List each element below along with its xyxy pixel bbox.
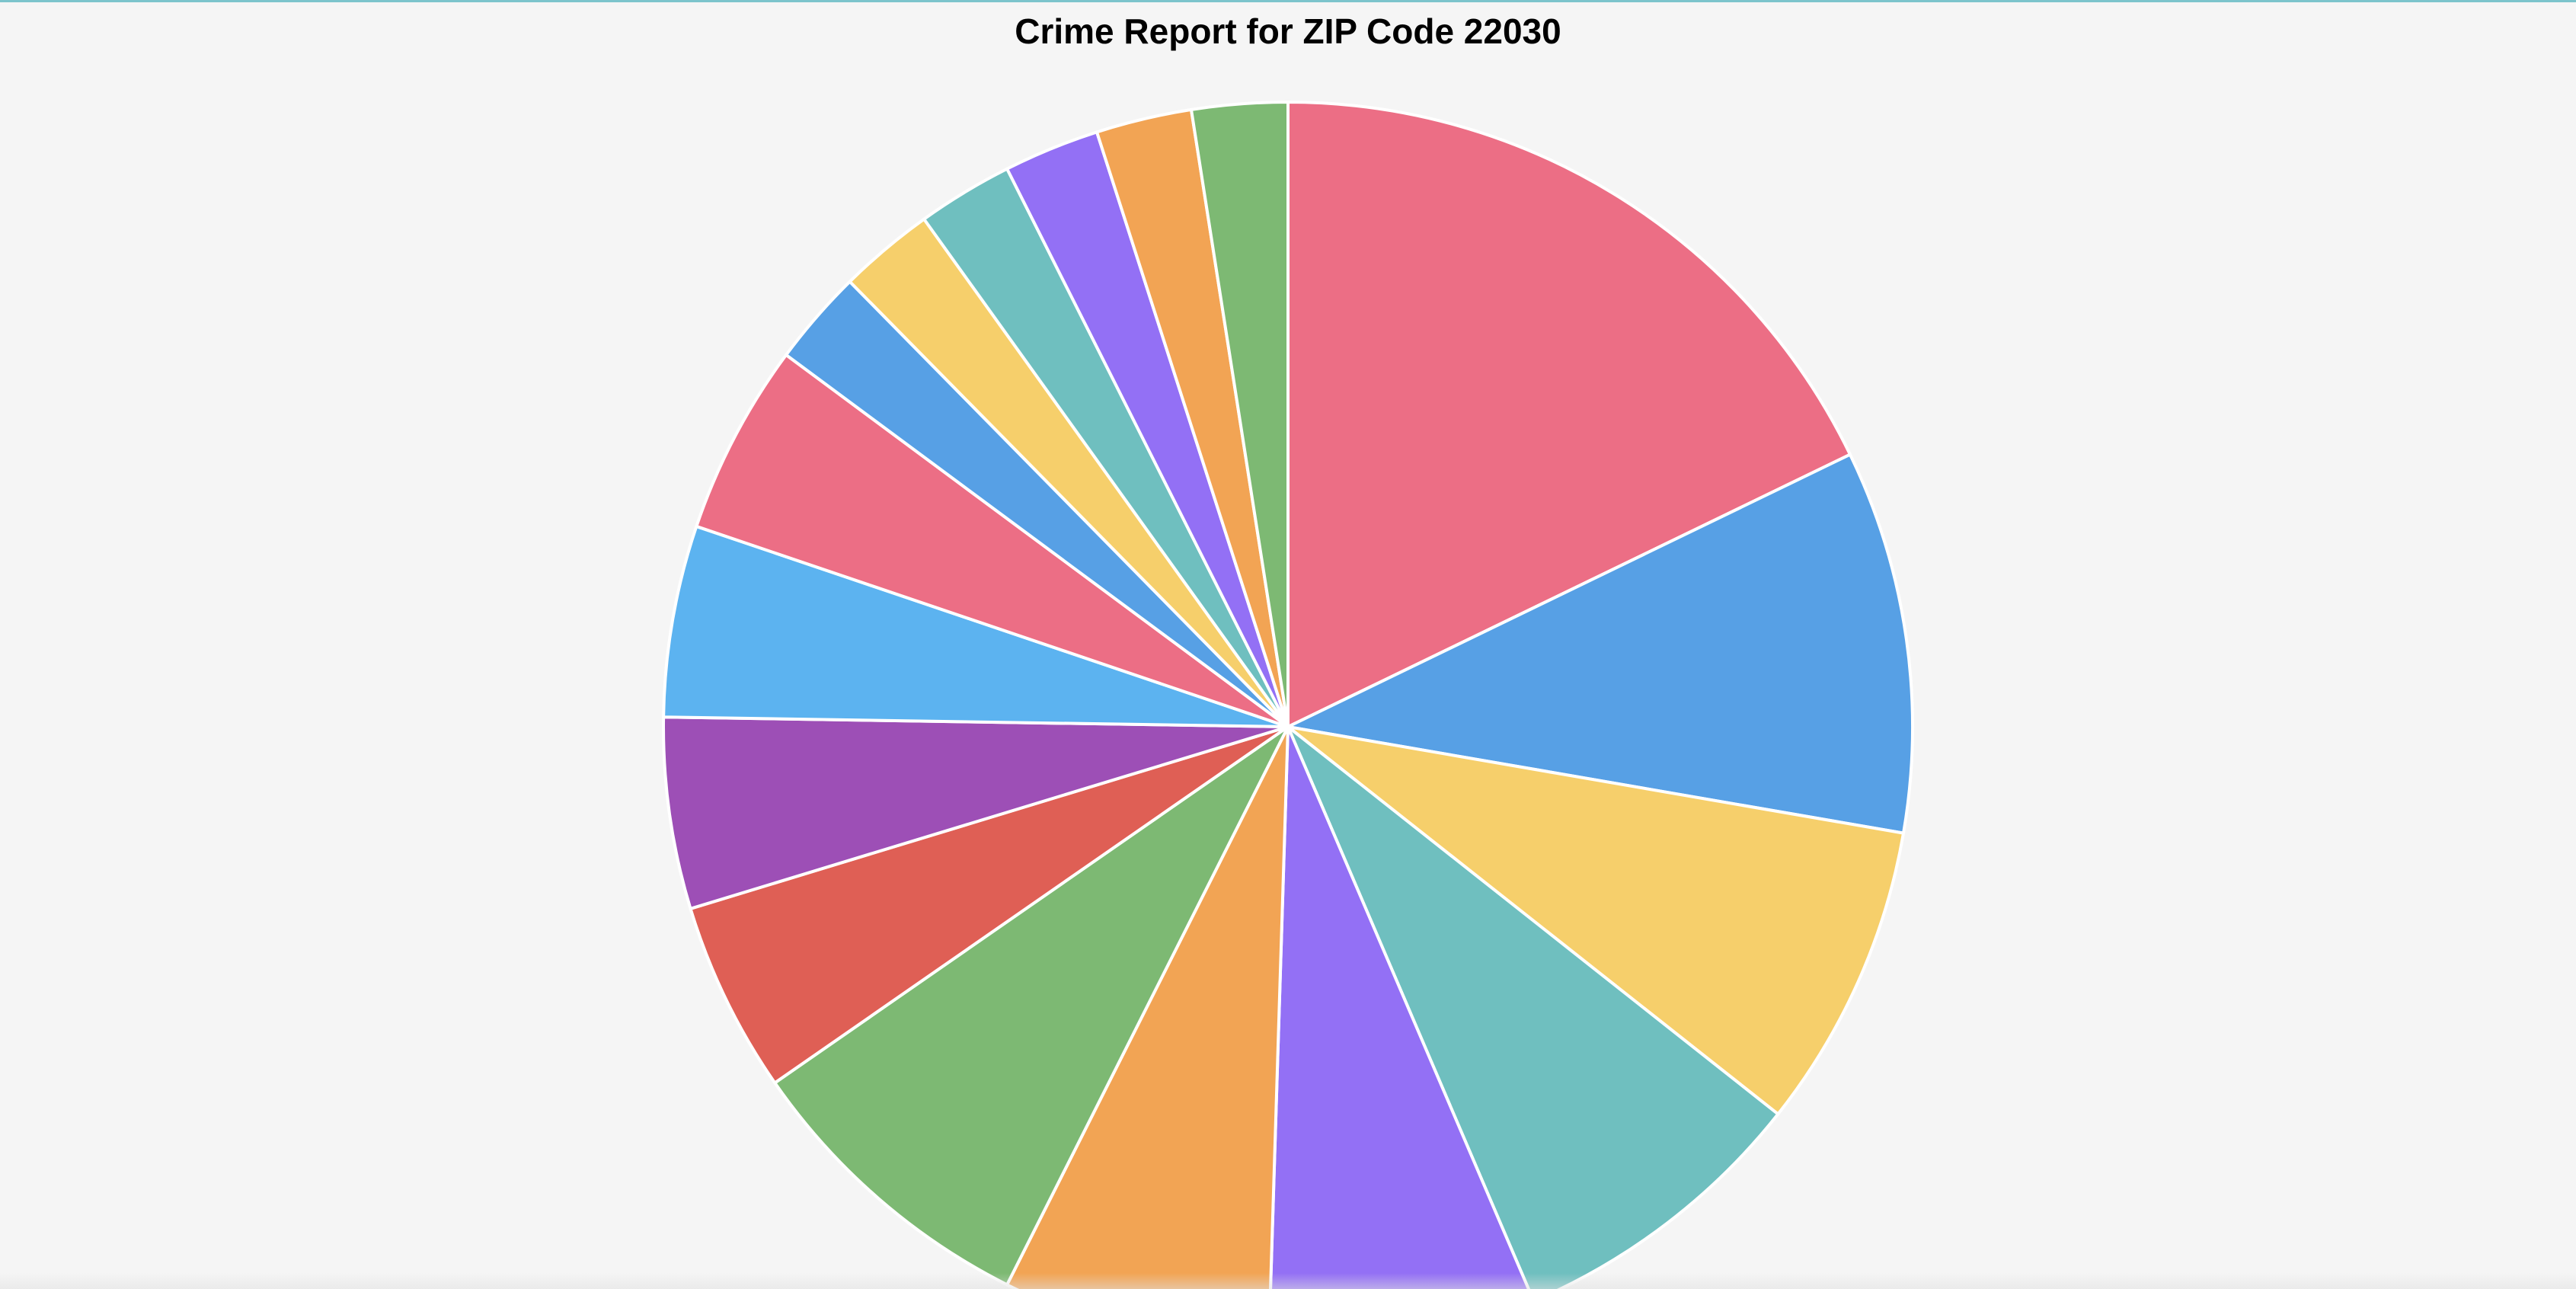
pie-slice-4[interactable]	[1286, 725, 1780, 1289]
pie-slice-10[interactable]	[662, 524, 1290, 728]
chart-title: Crime Report for ZIP Code 22030	[1015, 11, 1561, 51]
pie-slice-8[interactable]	[689, 725, 1290, 1085]
pie-slice-5[interactable]	[1269, 725, 1534, 1289]
pie-slice-7[interactable]	[773, 725, 1290, 1287]
pie-slice-11[interactable]	[695, 353, 1290, 728]
pie-slice-9[interactable]	[662, 715, 1290, 910]
pie-slice-1[interactable]	[1286, 101, 1852, 728]
pie-slices	[662, 101, 1914, 1289]
pie-slice-3[interactable]	[1286, 725, 1906, 1116]
pie-slice-2[interactable]	[1286, 453, 1914, 835]
pie-slice-17[interactable]	[1189, 101, 1290, 728]
